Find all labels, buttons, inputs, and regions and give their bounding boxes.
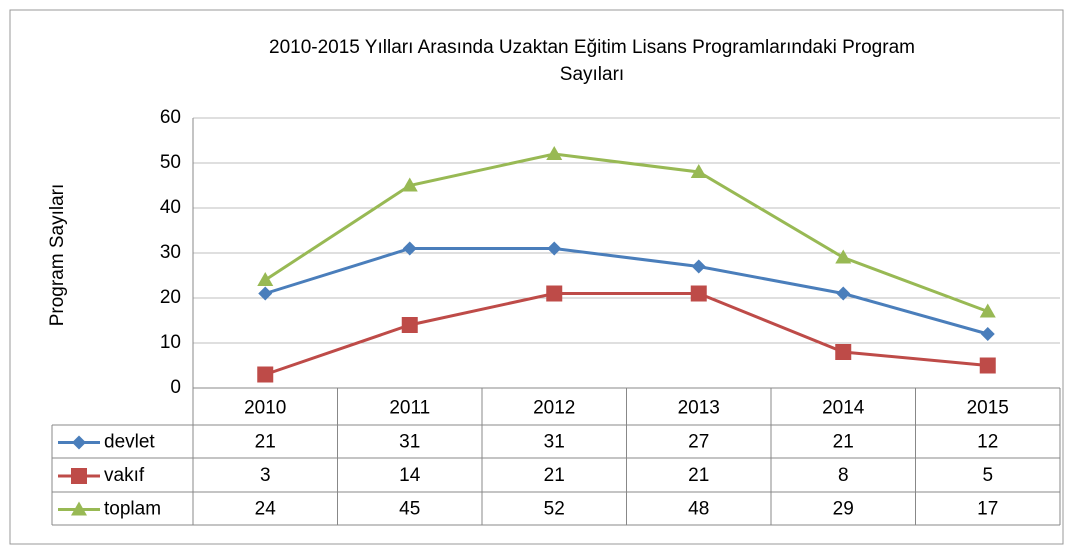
x-tick-label: 2013 (678, 398, 720, 419)
table-value: 14 (399, 465, 421, 486)
y-tick-label: 50 (160, 152, 181, 173)
marker (690, 285, 707, 302)
marker (546, 146, 563, 160)
marker (71, 468, 87, 484)
marker (836, 286, 851, 301)
marker (257, 366, 274, 383)
table-value: 17 (977, 499, 998, 520)
series-line (264, 292, 988, 376)
marker (980, 327, 995, 341)
y-tick-label: 60 (160, 107, 181, 128)
table-value: 24 (255, 499, 277, 520)
table-value: 48 (688, 499, 709, 520)
chart-frame (9, 9, 1064, 545)
marker (401, 177, 418, 192)
marker (546, 285, 563, 302)
table-value: 45 (399, 499, 420, 520)
table-value: 21 (688, 465, 709, 486)
marker (71, 501, 87, 516)
table-value: 29 (833, 499, 854, 520)
chart-title: 2010-2015 Yılları Arasında Uzaktan Eğiti… (269, 37, 915, 58)
y-axis-label: Program Sayıları (47, 184, 68, 327)
x-tick-label: 2011 (389, 398, 430, 419)
x-tick-label: 2015 (967, 398, 1009, 419)
y-tick-label: 20 (160, 287, 181, 308)
table-value: 12 (977, 432, 998, 453)
legend-label: vakıf (104, 465, 145, 486)
table-value: 21 (833, 432, 854, 453)
table-value: 27 (688, 432, 709, 453)
marker (402, 241, 417, 256)
marker (835, 249, 852, 264)
y-tick-label: 10 (160, 332, 181, 353)
legend-label: devlet (104, 432, 155, 453)
marker (401, 317, 418, 333)
y-tick-label: 30 (160, 242, 181, 263)
table-value: 5 (982, 465, 993, 486)
marker (979, 357, 996, 374)
marker (72, 435, 86, 450)
marker (691, 259, 706, 274)
series-line (264, 152, 989, 313)
marker (690, 164, 707, 178)
marker (835, 344, 852, 360)
marker (547, 241, 562, 256)
table-value: 3 (260, 465, 271, 486)
x-tick-label: 2012 (533, 398, 575, 419)
table-value: 21 (255, 432, 276, 453)
series-line (264, 247, 989, 336)
x-tick-label: 2014 (822, 398, 865, 419)
legend-label: toplam (104, 499, 161, 520)
chart-title: Sayıları (560, 64, 624, 85)
table-value: 31 (544, 432, 565, 453)
marker (258, 286, 273, 301)
table-value: 21 (544, 465, 565, 486)
y-tick-label: 40 (160, 197, 181, 218)
table-value: 52 (544, 499, 565, 520)
marker (979, 303, 996, 318)
marker (257, 272, 274, 286)
x-tick-label: 2010 (244, 398, 286, 419)
y-tick-label: 0 (170, 377, 181, 398)
table-value: 8 (838, 465, 849, 486)
table-value: 31 (399, 432, 420, 453)
